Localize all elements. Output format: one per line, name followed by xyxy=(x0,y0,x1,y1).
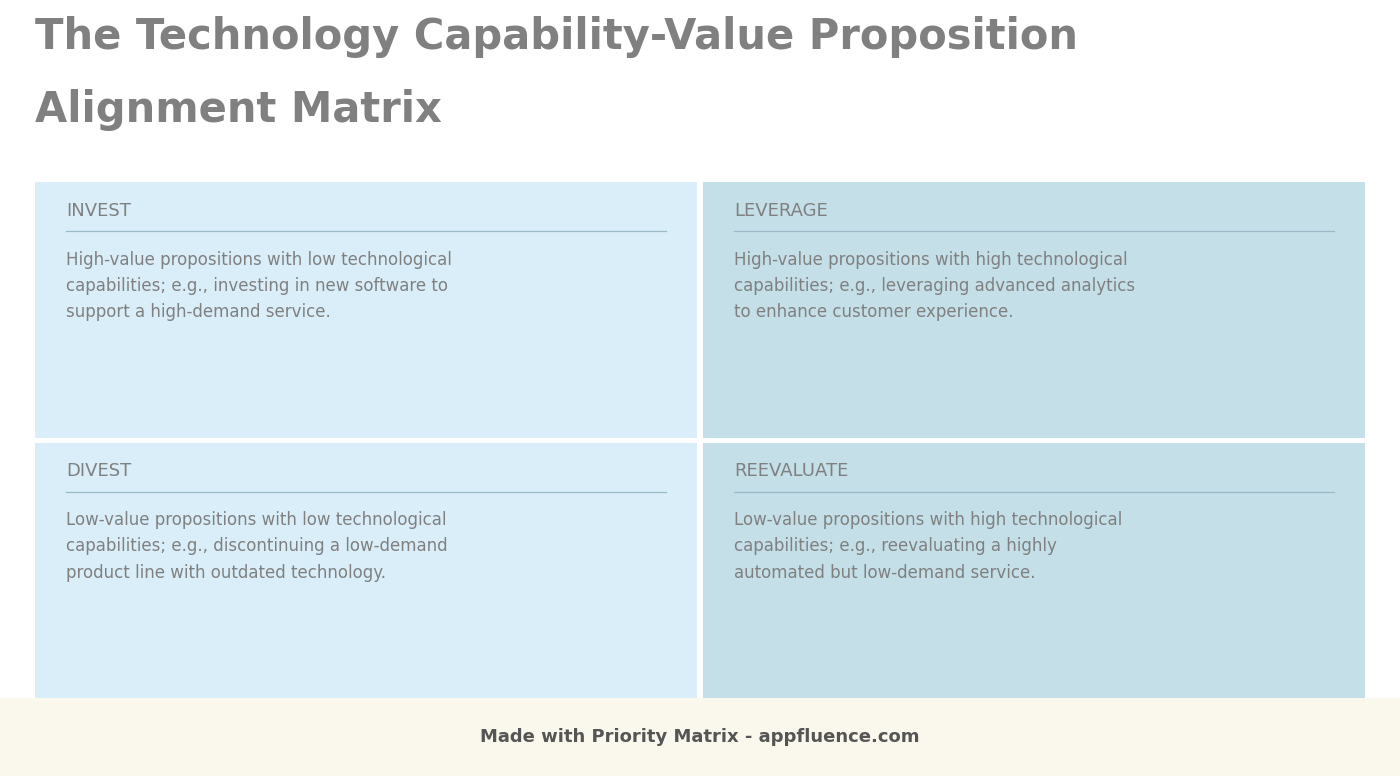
Text: The Technology Capability-Value Proposition: The Technology Capability-Value Proposit… xyxy=(35,16,1078,57)
Bar xyxy=(703,442,1365,698)
Text: DIVEST: DIVEST xyxy=(66,462,132,480)
Bar xyxy=(35,182,697,438)
Bar xyxy=(35,442,697,698)
Text: Alignment Matrix: Alignment Matrix xyxy=(35,89,442,131)
Text: REEVALUATE: REEVALUATE xyxy=(734,462,848,480)
Bar xyxy=(0,698,1400,776)
Text: INVEST: INVEST xyxy=(66,202,130,220)
Bar xyxy=(703,182,1365,438)
Text: Made with Priority Matrix - appfluence.com: Made with Priority Matrix - appfluence.c… xyxy=(480,728,920,747)
Text: LEVERAGE: LEVERAGE xyxy=(734,202,827,220)
Text: Low-value propositions with low technological
capabilities; e.g., discontinuing : Low-value propositions with low technolo… xyxy=(66,511,448,582)
Text: High-value propositions with low technological
capabilities; e.g., investing in : High-value propositions with low technol… xyxy=(66,251,452,321)
Text: Low-value propositions with high technological
capabilities; e.g., reevaluating : Low-value propositions with high technol… xyxy=(734,511,1123,582)
Text: High-value propositions with high technological
capabilities; e.g., leveraging a: High-value propositions with high techno… xyxy=(734,251,1135,321)
